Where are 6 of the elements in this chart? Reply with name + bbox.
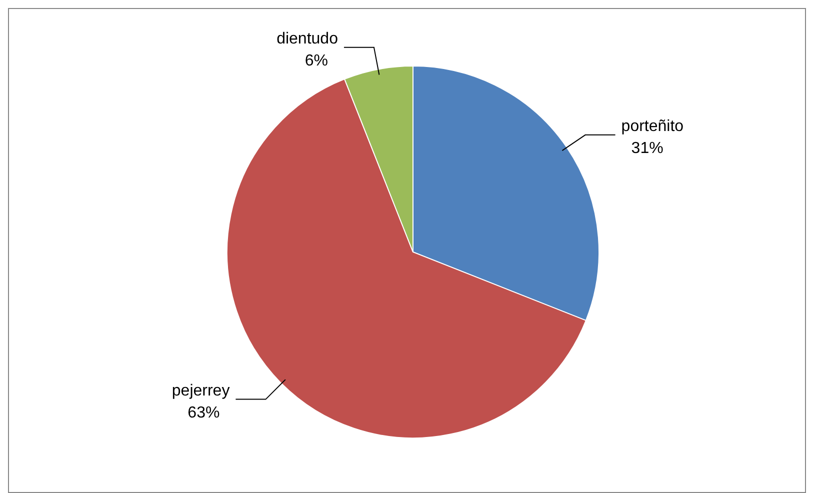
slice-label: pejerrey — [172, 382, 230, 400]
data-label: 63% — [188, 404, 220, 422]
slice-label: dientudo — [276, 30, 338, 48]
data-label: 6% — [304, 52, 328, 70]
data-label: 31% — [631, 140, 664, 157]
slice-label: porteñito — [621, 118, 684, 135]
